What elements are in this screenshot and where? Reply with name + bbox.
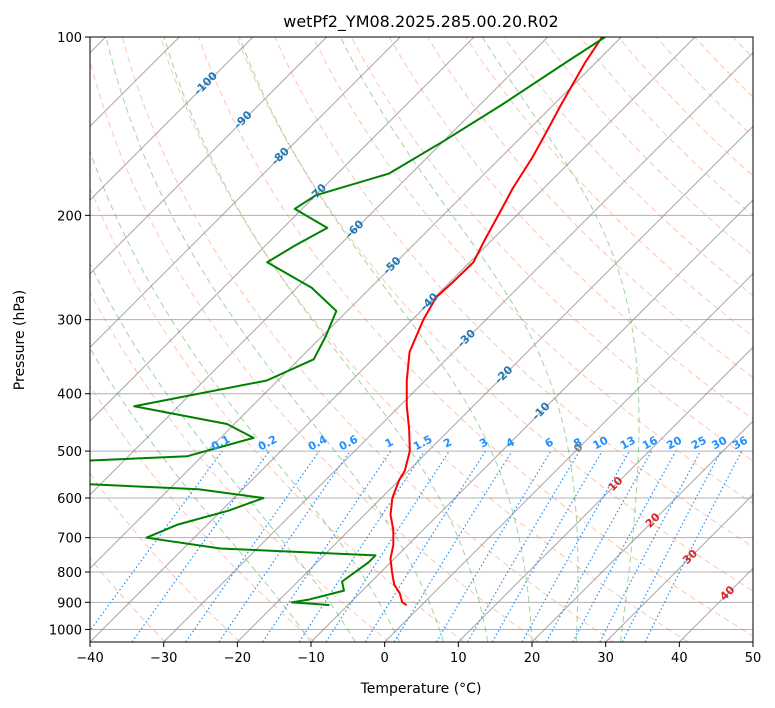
dry-adiabat-line: [274, 37, 753, 548]
dewpoint-profile-line: [90, 37, 606, 607]
isotherm-line: [384, 272, 753, 642]
mixing-ratio-label: 25: [689, 434, 709, 453]
dry-adiabat-line: [90, 186, 465, 642]
isotherm-line: [531, 420, 753, 642]
mixing-ratio-line: [218, 450, 351, 642]
dry-adiabat-line: [465, 37, 753, 337]
mixing-ratio-line: [131, 450, 270, 642]
isotherm-line: [163, 51, 753, 642]
mixing-ratio-label: 20: [664, 433, 684, 452]
dry-adiabat-line: [503, 37, 753, 297]
moist-adiabat-line: [90, 149, 400, 642]
y-tick-label: 300: [57, 314, 82, 329]
x-tick-label: 30: [597, 651, 614, 666]
dry-adiabat-line: [312, 37, 753, 505]
isotherm-line: [310, 199, 753, 642]
x-tick-label: 40: [671, 651, 688, 666]
isotherm-line: [90, 37, 696, 642]
mixing-ratio-line: [644, 450, 743, 642]
isotherm-line: [90, 37, 549, 496]
isotherm-line: [90, 37, 475, 422]
mixing-ratio-label: 10: [591, 433, 611, 452]
dry-adiabat-line: [90, 384, 316, 642]
isotherm-line: [457, 346, 753, 642]
y-tick-label: 900: [57, 596, 82, 611]
mixing-ratio-line: [90, 450, 223, 632]
dry-adiabat-line: [350, 37, 753, 462]
mixing-ratio-label: 30: [710, 434, 730, 453]
x-axis-label: Temperature (°C): [360, 681, 482, 697]
x-tick-label: −20: [224, 651, 251, 666]
mixing-ratio-line: [262, 450, 392, 642]
mixing-ratio-line: [325, 450, 450, 642]
y-tick-label: 400: [57, 388, 82, 403]
y-tick-label: 500: [57, 445, 82, 460]
isotherm-line: [90, 37, 328, 275]
mixing-ratio-label: 16: [640, 434, 660, 453]
moist-adiabat-line: [105, 37, 445, 642]
chart-title: wetPf2_YM08.2025.285.00.20.R02: [283, 12, 558, 32]
y-tick-label: 200: [57, 209, 82, 224]
axis-ticks: −40 −30 −20 −10 0 10 20 30 40 50 100 200 300 400 500 60…: [49, 31, 761, 666]
mixing-ratio-label: 36: [730, 434, 750, 453]
moist-adiabat-line: [90, 347, 312, 642]
dry-adiabat-line: [90, 59, 540, 642]
moist-adiabat-line: [90, 262, 356, 642]
background-lines: [90, 37, 753, 642]
data-lines: [90, 37, 606, 607]
dry-adiabat-line: [90, 291, 390, 642]
temperature-profile-line: [389, 37, 604, 607]
y-tick-label: 100: [57, 31, 82, 46]
mixing-ratio-line: [185, 450, 320, 642]
dry-adiabat-line: [198, 37, 753, 637]
mixing-ratio-label: 13: [618, 434, 638, 453]
x-tick-label: 50: [745, 651, 762, 666]
moist-adiabat-line: [481, 37, 640, 642]
x-tick-label: −40: [76, 651, 103, 666]
dry-adiabat-line: [236, 37, 753, 592]
y-axis-label: Pressure (hPa): [12, 290, 28, 390]
plot-frame: [89, 36, 754, 643]
y-tick-label: 600: [57, 492, 82, 507]
mixing-ratio-line: [393, 450, 513, 642]
mixing-ratio-line: [545, 450, 653, 642]
moist-adiabat-line: [340, 37, 579, 642]
isotherm-line: [90, 37, 254, 201]
isotherm-line: [90, 37, 401, 349]
mixing-ratio-line: [521, 450, 631, 642]
dry-adiabat-line: [121, 37, 614, 642]
mixing-ratio-line: [572, 450, 677, 642]
dry-adiabat-line: [159, 37, 689, 642]
y-tick-label: 700: [57, 532, 82, 547]
mixing-ratio-line: [298, 450, 425, 642]
x-tick-label: 0: [381, 651, 389, 666]
isotherm-line: [90, 37, 622, 570]
x-tick-label: −30: [150, 651, 177, 666]
y-tick-label: 800: [57, 566, 82, 581]
x-tick-label: 20: [524, 651, 541, 666]
x-tick-label: 10: [450, 651, 467, 666]
isotherm-line: [605, 493, 753, 642]
x-tick-label: −10: [297, 651, 324, 666]
isotherm-line: [236, 125, 753, 642]
dry-adiabat-line: [388, 37, 753, 420]
dry-adiabat-line: [90, 472, 241, 642]
y-tick-label: 1000: [49, 623, 82, 638]
dry-adiabat-line: [426, 37, 753, 378]
moist-adiabat-line: [163, 37, 489, 642]
moist-adiabat-line: [238, 37, 533, 642]
